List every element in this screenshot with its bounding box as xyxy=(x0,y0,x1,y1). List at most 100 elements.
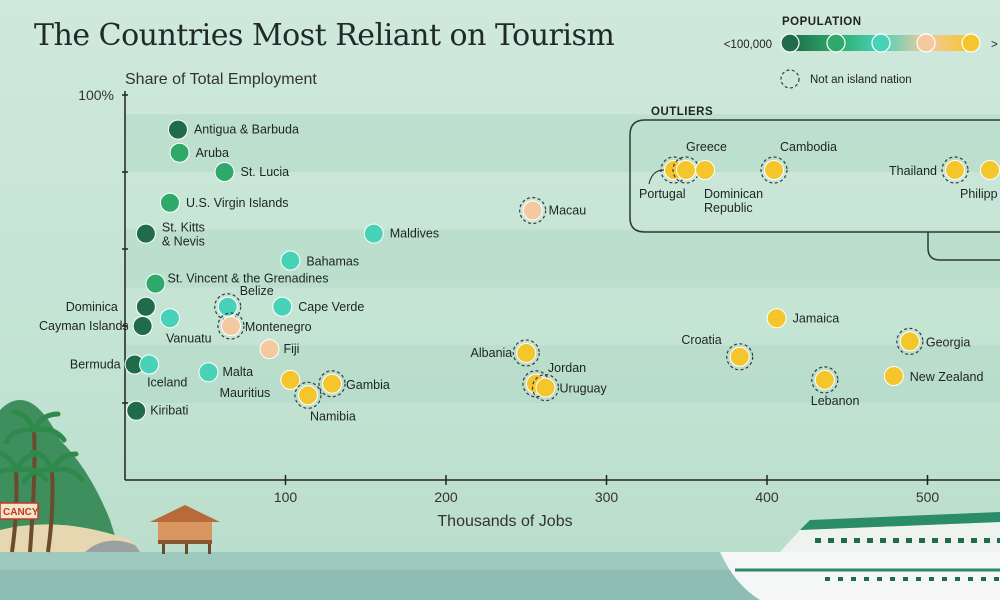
ship-window xyxy=(841,538,847,543)
scatter-point xyxy=(259,339,280,360)
point-label: Antigua & Barbuda xyxy=(194,123,299,137)
ship-porthole xyxy=(981,577,986,581)
not-island-ring xyxy=(941,156,969,184)
ship-window xyxy=(867,538,873,543)
scatter-point xyxy=(535,377,556,398)
palm-leaves xyxy=(0,450,49,483)
point-label: Albania xyxy=(471,346,513,360)
outlier-label: Dominican Republic xyxy=(704,187,763,215)
data-points: Antigua & Barbuda Aruba St. Lucia U.S. Virg… xyxy=(39,119,984,423)
point-label: New Zealand xyxy=(910,370,984,384)
scatter-point xyxy=(167,119,188,140)
scatter-point xyxy=(139,354,160,375)
ship-porthole xyxy=(864,577,869,581)
point-label: St. Lucia xyxy=(241,165,290,179)
legend-high-label: > xyxy=(991,39,998,51)
point-label: Namibia xyxy=(310,409,356,423)
point-label: Montenegro xyxy=(245,320,312,334)
point-label: Jamaica xyxy=(793,311,840,325)
plot-bands xyxy=(125,114,1000,403)
point-label: Croatia xyxy=(681,333,721,347)
hut-stilt xyxy=(185,544,188,554)
not-island-ring xyxy=(294,381,322,409)
point-label: Lebanon xyxy=(811,394,860,408)
outliers-frame xyxy=(629,119,1000,233)
ship-window xyxy=(984,538,990,543)
scatter-point xyxy=(322,373,343,394)
scenery: CANCY xyxy=(0,400,1000,600)
plot-band xyxy=(125,229,1000,288)
point-label: Cape Verde xyxy=(298,300,364,314)
point-label: Uruguay xyxy=(560,382,608,396)
ship-porthole xyxy=(890,577,895,581)
x-axis-title: Thousands of Jobs xyxy=(437,513,572,530)
ship-window xyxy=(932,538,938,543)
point-label: Aruba xyxy=(196,146,229,160)
chart-title: The Countries Most Reliant on Tourism xyxy=(34,18,615,53)
x-tick-label: 300 xyxy=(595,489,619,505)
scatter-point xyxy=(814,369,835,390)
scatter-point xyxy=(272,296,293,317)
ship-porthole xyxy=(929,577,934,581)
scatter-point xyxy=(766,308,787,329)
legend-swatch xyxy=(780,33,800,53)
outlier-label: Greece xyxy=(686,140,727,154)
outlier-label: Thailand xyxy=(889,164,937,178)
hut-stilt xyxy=(208,544,211,554)
y-tick-label: 100% xyxy=(78,87,114,103)
scatter-point xyxy=(883,366,904,387)
hut-deck xyxy=(158,540,212,544)
hut-stilt xyxy=(162,544,165,554)
scatter-point xyxy=(159,192,180,213)
ship-porthole xyxy=(968,577,973,581)
outlier-point xyxy=(764,160,784,180)
scatter-point xyxy=(214,162,235,182)
outlier-point xyxy=(695,160,715,180)
ship-porthole xyxy=(838,577,843,581)
outliers-title: OUTLIERS xyxy=(651,106,713,118)
not-island-ring xyxy=(896,327,924,355)
point-label: Cayman Islands xyxy=(39,319,129,333)
ship-upper xyxy=(800,512,1000,530)
ship-porthole xyxy=(903,577,908,581)
not-island-ring xyxy=(811,366,839,394)
ship-window xyxy=(971,538,977,543)
point-label: Vanuatu xyxy=(166,331,212,345)
vacancy-sign xyxy=(0,502,39,520)
population-legend: POPULATION <100,000 > Not an island nation xyxy=(724,16,998,89)
point-label: U.S. Virgin Islands xyxy=(186,196,289,210)
ship-porthole xyxy=(916,577,921,581)
outlier-point xyxy=(980,160,1000,180)
ship-window xyxy=(945,538,951,543)
scatter-point xyxy=(220,316,241,336)
outliers-panel: OUTLIERS Portugal Greece Dominican Republic C… xyxy=(629,106,1000,261)
scatter-point xyxy=(126,400,147,421)
ship-porthole xyxy=(994,577,999,581)
ship-hull xyxy=(720,552,1000,600)
point-label: Maldives xyxy=(390,227,439,241)
outlier-arrow xyxy=(648,169,665,185)
not-island-ring xyxy=(760,156,788,184)
point-label: Macau xyxy=(549,204,587,218)
x-tick-label: 100 xyxy=(274,489,298,505)
scatter-point xyxy=(297,385,318,406)
outlier-label: Portugal xyxy=(639,187,686,201)
scatter-point xyxy=(135,223,156,244)
rocks xyxy=(85,540,140,552)
scatter-point xyxy=(280,369,301,390)
palm-leaves xyxy=(3,409,67,445)
point-label: Belize xyxy=(240,284,274,298)
y-axis-title: Share of Total Employment xyxy=(125,71,317,88)
not-island-ring xyxy=(531,374,560,402)
scatter-point xyxy=(135,296,156,317)
point-label: St. Vincent & the Grenadines xyxy=(167,272,328,286)
palm-trunk xyxy=(46,469,55,553)
ship-porthole xyxy=(942,577,947,581)
point-label: Bermuda xyxy=(70,358,121,372)
not-island-ring xyxy=(512,339,540,367)
ship-window xyxy=(815,538,821,543)
scatter-point xyxy=(145,273,166,294)
hut-body xyxy=(158,522,212,540)
not-island-ring xyxy=(214,293,242,321)
